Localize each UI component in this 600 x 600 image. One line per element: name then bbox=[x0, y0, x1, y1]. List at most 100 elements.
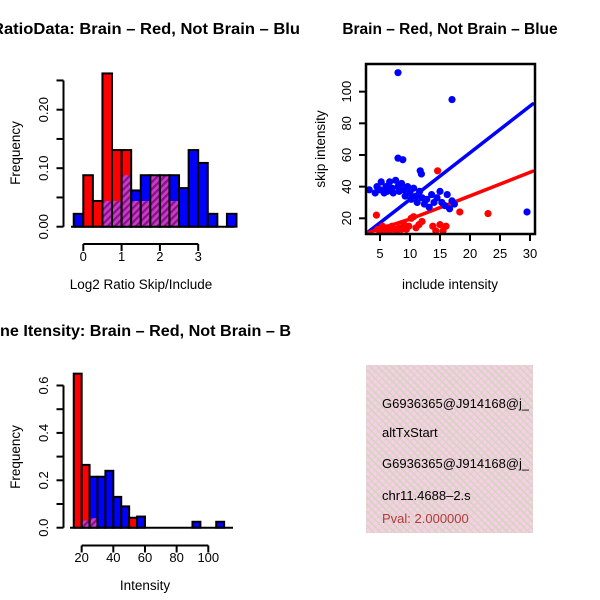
brain-points-point bbox=[456, 208, 464, 216]
brain-points-point bbox=[432, 227, 440, 233]
hist-bar-overlap bbox=[150, 175, 160, 227]
not-brain-points-point bbox=[399, 156, 407, 164]
brain-points-point bbox=[442, 222, 450, 230]
y-tick-label: 40 bbox=[339, 179, 354, 193]
not-brain-points-point bbox=[416, 187, 424, 195]
hist-bar-overlap bbox=[159, 175, 170, 227]
hist-bar bbox=[102, 73, 113, 227]
scatter-content bbox=[367, 69, 534, 233]
hist-bar bbox=[192, 521, 201, 528]
x-tick-label: 15 bbox=[433, 246, 447, 261]
hist-bar bbox=[216, 521, 225, 528]
hist-bar-overlap bbox=[121, 175, 132, 227]
y-tick-label: 80 bbox=[339, 116, 354, 130]
not-brain-points-point bbox=[450, 200, 458, 208]
hist-bar bbox=[81, 464, 90, 528]
hist-bar-overlap bbox=[89, 518, 98, 528]
hist-bar bbox=[92, 200, 103, 227]
y-tick-label: 0.00 bbox=[36, 214, 51, 239]
hist-bar-outline bbox=[225, 212, 238, 228]
brain-points-point bbox=[372, 211, 380, 219]
not-brain-points-point bbox=[389, 189, 397, 197]
not-brain-points-point bbox=[392, 176, 400, 184]
gene-info-box: G6936365@J914168@j_ altTxStart G6936365@… bbox=[366, 365, 533, 533]
panel-title: ene Itensity: Brain – Red, Not Brain – B bbox=[0, 323, 291, 340]
x-tick-label: 20 bbox=[463, 246, 477, 261]
hist-bar-overlap bbox=[102, 200, 113, 227]
intensity-scatter: Brain – Red, Not Brain – Blue 5 10 15 20 25 30… bbox=[313, 21, 558, 292]
gene-id-line-2: G6936365@J914168@j_ bbox=[382, 456, 530, 471]
hist-bar bbox=[226, 213, 237, 227]
not-brain-points-point bbox=[423, 195, 431, 203]
not-brain-points-point bbox=[428, 190, 436, 199]
not-brain-points-point bbox=[386, 178, 394, 186]
hist-bar-outline bbox=[206, 212, 219, 228]
x-axis-title: Intensity bbox=[120, 578, 171, 593]
brain-points-point bbox=[434, 167, 442, 175]
gene-intensity-hist: ene Itensity: Brain – Red, Not Brain – B… bbox=[0, 323, 291, 593]
not-brain-fit-line bbox=[367, 102, 534, 233]
x-tick-label: 60 bbox=[138, 550, 152, 565]
x-tick-label: 100 bbox=[197, 550, 219, 565]
x-tick-label: 30 bbox=[523, 246, 537, 261]
hist-bar-overlap bbox=[140, 200, 151, 227]
not-brain-points-point bbox=[410, 184, 418, 192]
brain-points-point bbox=[410, 213, 418, 221]
hist-bar bbox=[89, 476, 98, 528]
hist-bar-outline bbox=[215, 520, 226, 529]
hist-bar bbox=[73, 213, 84, 227]
hist-bar bbox=[198, 162, 208, 227]
x-tick-label: 1 bbox=[118, 249, 125, 264]
hist-bar bbox=[169, 175, 180, 227]
not-brain-points-point bbox=[433, 194, 441, 202]
panel-title: RatioData: Brain – Red, Not Brain – Blu bbox=[0, 21, 300, 38]
not-brain-points-point bbox=[448, 95, 456, 104]
not-brain-points-point bbox=[398, 179, 406, 188]
hist-bar bbox=[207, 213, 218, 227]
hist-bar bbox=[188, 150, 199, 227]
hist-bar bbox=[97, 476, 106, 528]
not-brain-points-point bbox=[446, 205, 454, 213]
y-axis-title: Frequency bbox=[8, 425, 23, 489]
y-tick-label: 0.0 bbox=[36, 519, 51, 537]
not-brain-points-point bbox=[417, 170, 425, 178]
hist-bar bbox=[113, 496, 122, 528]
not-brain-points-point bbox=[377, 178, 385, 186]
brain-points-point bbox=[405, 222, 413, 230]
not-brain-points-point bbox=[443, 190, 451, 199]
brain-points-point bbox=[484, 209, 492, 218]
x-tick-label: 3 bbox=[195, 249, 202, 264]
log2-ratio-hist: RatioData: Brain – Red, Not Brain – Blu 0… bbox=[0, 21, 300, 292]
y-tick-label: 0.10 bbox=[36, 156, 51, 181]
hist-bar bbox=[129, 517, 138, 528]
hist-bar-overlap bbox=[131, 200, 141, 227]
y-tick-label: 20 bbox=[339, 211, 354, 225]
not-brain-points-point bbox=[394, 69, 402, 77]
hist-bar-outline bbox=[72, 372, 83, 529]
hist-bar bbox=[140, 175, 151, 227]
not-brain-points-point bbox=[436, 187, 444, 195]
hist-bar-overlap bbox=[81, 520, 90, 528]
hist-bar-outline bbox=[136, 515, 146, 529]
x-tick-label: 25 bbox=[493, 246, 507, 261]
x-axis-title: include intensity bbox=[402, 277, 498, 292]
y-tick-label: 0.20 bbox=[36, 97, 51, 122]
hist-bar-overlap bbox=[112, 200, 122, 227]
not-brain-points-point bbox=[413, 198, 421, 207]
hist-bar bbox=[121, 506, 130, 528]
not-brain-points-point bbox=[523, 208, 531, 216]
y-tick-label: 0.2 bbox=[36, 471, 51, 489]
y-axis-title: Frequency bbox=[8, 121, 23, 185]
hist-bar bbox=[179, 188, 189, 227]
hist-bar bbox=[105, 470, 114, 528]
y-axis-title: skip intensity bbox=[313, 110, 328, 188]
not-brain-points-point bbox=[404, 183, 412, 191]
hist-bar-overlap bbox=[169, 200, 180, 227]
x-axis-title: Log2 Ratio Skip/Include bbox=[70, 277, 213, 292]
brain-points-point bbox=[418, 217, 426, 226]
x-tick-label: 5 bbox=[376, 246, 383, 261]
event-type-line: altTxStart bbox=[382, 425, 438, 440]
hist-bar-outline bbox=[197, 161, 209, 228]
y-tick-label: 100 bbox=[339, 81, 354, 103]
y-tick-label: 0.6 bbox=[36, 376, 51, 394]
